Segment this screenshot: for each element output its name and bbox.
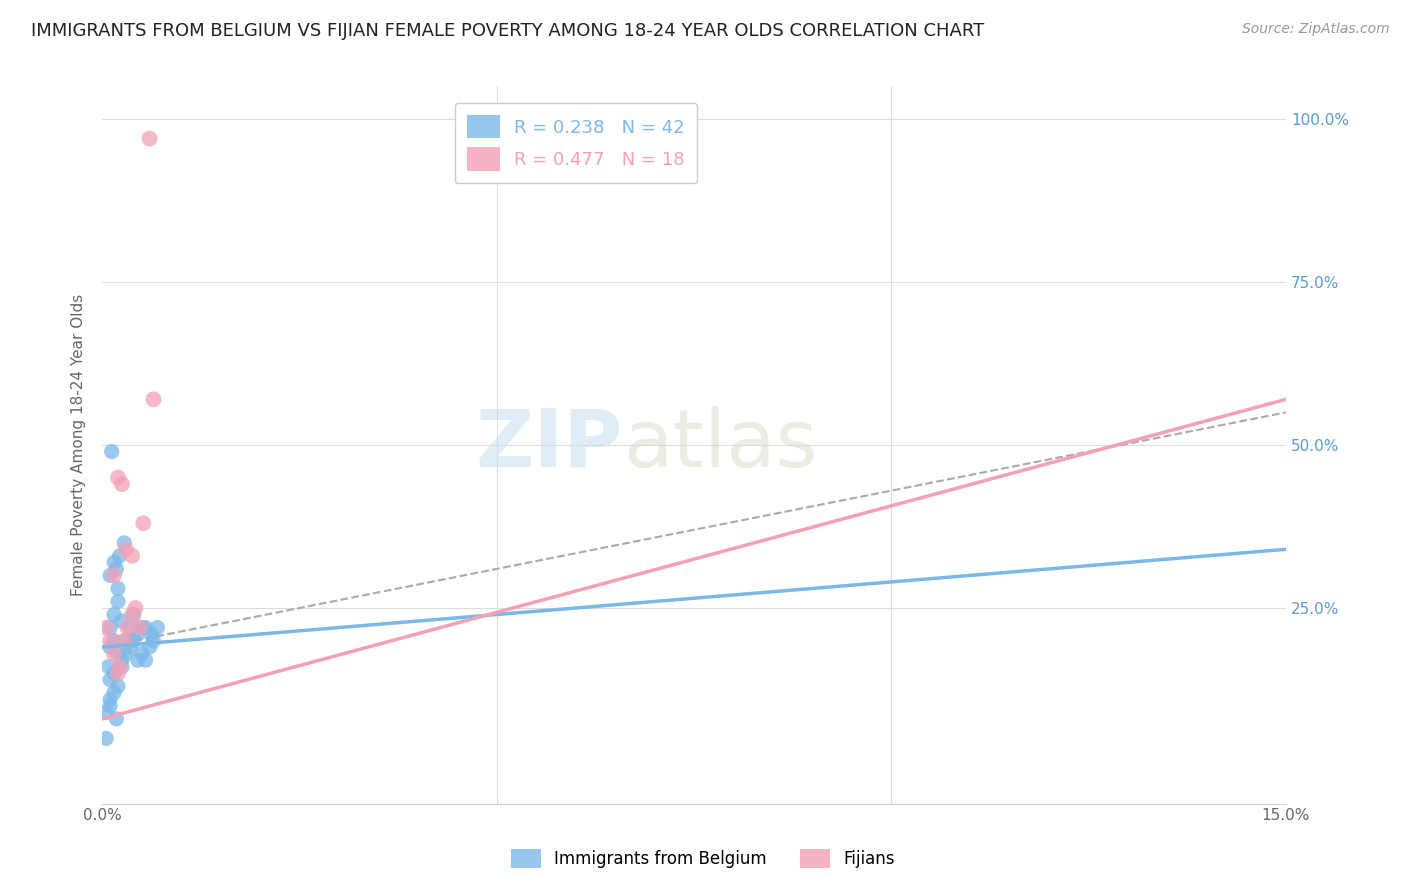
Point — [142, 392, 165, 407]
Point — [121, 549, 143, 563]
Point — [111, 477, 134, 491]
Point — [131, 647, 153, 661]
Point — [103, 666, 125, 681]
Point — [135, 621, 157, 635]
Point — [139, 627, 162, 641]
Point — [103, 555, 125, 569]
Point — [111, 659, 134, 673]
Point — [138, 640, 160, 654]
Point — [108, 549, 131, 563]
Point — [98, 621, 121, 635]
Point — [115, 542, 138, 557]
Point — [98, 633, 121, 648]
Legend: Immigrants from Belgium, Fijians: Immigrants from Belgium, Fijians — [505, 842, 901, 875]
Point — [103, 607, 125, 622]
Point — [118, 621, 141, 635]
Point — [103, 633, 125, 648]
Point — [111, 653, 134, 667]
Point — [107, 647, 129, 661]
Point — [115, 647, 138, 661]
Point — [122, 607, 145, 622]
Point — [131, 621, 153, 635]
Point — [107, 679, 129, 693]
Point — [121, 607, 143, 622]
Point — [98, 568, 121, 582]
Point — [146, 621, 169, 635]
Point — [142, 633, 165, 648]
Point — [98, 692, 121, 706]
Point — [105, 562, 128, 576]
Point — [105, 712, 128, 726]
Point — [100, 444, 122, 458]
Point — [129, 621, 152, 635]
Legend: R = 0.238   N = 42, R = 0.477   N = 18: R = 0.238 N = 42, R = 0.477 N = 18 — [454, 103, 697, 183]
Point — [124, 601, 146, 615]
Point — [118, 640, 141, 654]
Text: atlas: atlas — [623, 406, 817, 484]
Point — [127, 653, 149, 667]
Text: ZIP: ZIP — [475, 406, 623, 484]
Point — [138, 131, 160, 145]
Point — [117, 621, 139, 635]
Y-axis label: Female Poverty Among 18-24 Year Olds: Female Poverty Among 18-24 Year Olds — [72, 293, 86, 596]
Point — [115, 633, 138, 648]
Point — [107, 594, 129, 608]
Point — [96, 621, 118, 635]
Point — [135, 653, 157, 667]
Point — [96, 706, 118, 720]
Point — [127, 627, 149, 641]
Point — [103, 568, 125, 582]
Text: IMMIGRANTS FROM BELGIUM VS FIJIAN FEMALE POVERTY AMONG 18-24 YEAR OLDS CORRELATI: IMMIGRANTS FROM BELGIUM VS FIJIAN FEMALE… — [31, 22, 984, 40]
Point — [112, 633, 135, 648]
Point — [112, 536, 135, 550]
Point — [107, 470, 129, 484]
Point — [98, 640, 121, 654]
Text: Source: ZipAtlas.com: Source: ZipAtlas.com — [1241, 22, 1389, 37]
Point — [96, 731, 118, 746]
Point — [103, 647, 125, 661]
Point — [98, 698, 121, 713]
Point — [111, 614, 134, 628]
Point — [98, 673, 121, 687]
Point — [103, 686, 125, 700]
Point — [108, 659, 131, 673]
Point — [107, 582, 129, 596]
Point — [132, 516, 155, 531]
Point — [122, 633, 145, 648]
Point — [97, 659, 120, 673]
Point — [107, 666, 129, 681]
